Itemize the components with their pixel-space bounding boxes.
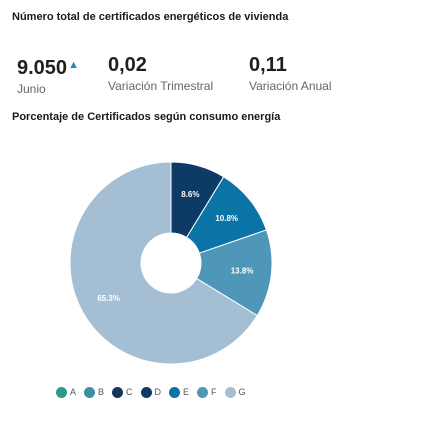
- legend-label-A: A: [70, 387, 77, 397]
- legend-item-D[interactable]: D: [140, 386, 162, 398]
- kpi-quarterly: 0,02 Variación Trimestral: [108, 54, 213, 93]
- legend-item-A[interactable]: A: [56, 386, 77, 398]
- legend-swatch-G: [224, 386, 236, 398]
- chart-title-total-certificates: Número total de certificados energéticos…: [12, 11, 289, 23]
- legend-item-F[interactable]: F: [197, 386, 217, 398]
- legend-swatch-B: [84, 386, 96, 398]
- legend-swatch-F: [197, 386, 209, 398]
- kpi-june: 9.050▲ Junio: [17, 54, 79, 96]
- kpi-quarterly-label: Variación Trimestral: [108, 79, 214, 93]
- chart-legend: A B C D E F G: [56, 384, 246, 400]
- legend-swatch-E: [169, 386, 181, 398]
- legend-label-F: F: [211, 387, 217, 397]
- kpi-june-label: Junio: [17, 82, 46, 96]
- kpi-row: 9.050▲ Junio 0,02 Variación Trimestral 0…: [0, 54, 437, 98]
- legend-item-B[interactable]: B: [84, 386, 105, 398]
- slice-F[interactable]: [195, 229, 273, 317]
- legend-label-D: D: [154, 387, 162, 397]
- legend-label-G: G: [238, 387, 246, 397]
- legend-item-C[interactable]: C: [112, 386, 133, 398]
- data-label-G: 65.3%: [97, 294, 120, 303]
- data-label-F: 13.8%: [231, 267, 254, 276]
- data-label-D: 8.6%: [181, 190, 199, 199]
- slice-G[interactable]: [69, 161, 258, 365]
- kpi-quarterly-value: 0,02: [108, 54, 147, 76]
- data-label-E: 10.8%: [215, 214, 238, 223]
- legend-label-B: B: [98, 387, 105, 397]
- chart-title-percentage: Porcentaje de Certificados según consumo…: [12, 111, 281, 123]
- kpi-june-value: 9.050: [17, 57, 68, 79]
- legend-label-C: C: [126, 387, 133, 397]
- kpi-annual-label: Variación Anual: [249, 79, 332, 93]
- legend-swatch-D: [140, 386, 152, 398]
- legend-item-E[interactable]: E: [169, 386, 190, 398]
- legend-label-E: E: [183, 387, 190, 397]
- caret-up-icon: ▲: [68, 59, 79, 71]
- legend-swatch-A: [56, 386, 67, 398]
- kpi-annual-value: 0,11: [249, 54, 287, 76]
- legend-item-G[interactable]: G: [224, 386, 246, 398]
- kpi-annual: 0,11 Variación Anual: [249, 54, 332, 93]
- legend-swatch-C: [112, 386, 124, 398]
